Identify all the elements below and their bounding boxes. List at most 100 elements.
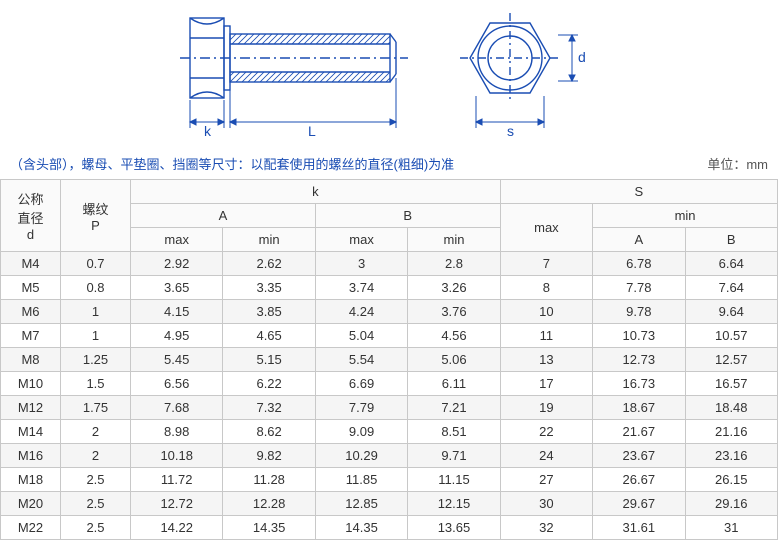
note-text: （含头部），螺母、平垫圈、挡圈等尺寸：以配套使用的螺丝的直径(粗细)为准: [10, 157, 454, 172]
cell-kB_min: 9.71: [408, 444, 500, 468]
cell-kA_min: 12.28: [223, 492, 315, 516]
cell-kB_max: 3: [315, 252, 407, 276]
cell-kB_max: 7.79: [315, 396, 407, 420]
cell-d: M22: [1, 516, 61, 540]
table-row: M16210.189.8210.299.712423.6723.16: [1, 444, 778, 468]
cell-kA_max: 6.56: [131, 372, 223, 396]
cell-kA_max: 4.15: [131, 300, 223, 324]
cell-kB_max: 3.74: [315, 276, 407, 300]
cell-SB_min: 29.16: [685, 492, 777, 516]
dim-d-label: d: [578, 49, 586, 65]
table-row: M101.56.566.226.696.111716.7316.57: [1, 372, 778, 396]
cell-d: M16: [1, 444, 61, 468]
cell-SA_min: 7.78: [593, 276, 685, 300]
cell-kA_min: 11.28: [223, 468, 315, 492]
cell-kA_min: 8.62: [223, 420, 315, 444]
cell-kA_max: 11.72: [131, 468, 223, 492]
cell-kA_min: 4.65: [223, 324, 315, 348]
unit-label: 单位：mm: [707, 154, 768, 173]
th-d: 公称 直径 d: [1, 180, 61, 252]
table-row: M202.512.7212.2812.8512.153029.6729.16: [1, 492, 778, 516]
cell-d: M14: [1, 420, 61, 444]
table-row: M182.511.7211.2811.8511.152726.6726.15: [1, 468, 778, 492]
cell-kB_min: 3.26: [408, 276, 500, 300]
cell-P: 0.7: [61, 252, 131, 276]
cell-S_max: 32: [500, 516, 592, 540]
table-row: M614.153.854.243.76109.789.64: [1, 300, 778, 324]
cell-kA_min: 3.85: [223, 300, 315, 324]
cell-kB_min: 8.51: [408, 420, 500, 444]
cell-SB_min: 23.16: [685, 444, 777, 468]
cell-kB_max: 12.85: [315, 492, 407, 516]
cell-SB_min: 21.16: [685, 420, 777, 444]
cell-kA_max: 10.18: [131, 444, 223, 468]
cell-SB_min: 26.15: [685, 468, 777, 492]
cell-P: 2.5: [61, 516, 131, 540]
cell-kB_max: 10.29: [315, 444, 407, 468]
th-k-A: A: [131, 204, 316, 228]
th-k: k: [131, 180, 501, 204]
th-P: 螺纹 P: [61, 180, 131, 252]
bolt-diagram: k L d s: [0, 0, 778, 150]
cell-SB_min: 10.57: [685, 324, 777, 348]
th-kA-max: max: [131, 228, 223, 252]
cell-S_max: 13: [500, 348, 592, 372]
cell-S_max: 8: [500, 276, 592, 300]
cell-d: M5: [1, 276, 61, 300]
cell-kB_min: 3.76: [408, 300, 500, 324]
cell-kA_max: 7.68: [131, 396, 223, 420]
cell-SA_min: 18.67: [593, 396, 685, 420]
cell-kB_min: 7.21: [408, 396, 500, 420]
cell-S_max: 27: [500, 468, 592, 492]
cell-SA_min: 9.78: [593, 300, 685, 324]
cell-kA_min: 2.62: [223, 252, 315, 276]
cell-SA_min: 31.61: [593, 516, 685, 540]
cell-kB_max: 5.54: [315, 348, 407, 372]
cell-d: M8: [1, 348, 61, 372]
cell-SA_min: 21.67: [593, 420, 685, 444]
cell-P: 1.25: [61, 348, 131, 372]
cell-S_max: 30: [500, 492, 592, 516]
cell-kA_max: 2.92: [131, 252, 223, 276]
table-row: M1428.988.629.098.512221.6721.16: [1, 420, 778, 444]
th-SminB: B: [685, 228, 777, 252]
cell-kB_max: 5.04: [315, 324, 407, 348]
cell-kA_min: 7.32: [223, 396, 315, 420]
table-row: M222.514.2214.3514.3513.653231.6131: [1, 516, 778, 540]
table-row: M50.83.653.353.743.2687.787.64: [1, 276, 778, 300]
cell-d: M6: [1, 300, 61, 324]
cell-S_max: 17: [500, 372, 592, 396]
th-kB-max: max: [315, 228, 407, 252]
cell-kA_max: 4.95: [131, 324, 223, 348]
cell-d: M10: [1, 372, 61, 396]
cell-kB_min: 5.06: [408, 348, 500, 372]
cell-d: M20: [1, 492, 61, 516]
cell-S_max: 24: [500, 444, 592, 468]
cell-SB_min: 16.57: [685, 372, 777, 396]
cell-S_max: 19: [500, 396, 592, 420]
cell-kA_max: 14.22: [131, 516, 223, 540]
th-S-min: min: [593, 204, 778, 228]
cell-P: 1.5: [61, 372, 131, 396]
th-kB-min: min: [408, 228, 500, 252]
cell-kA_min: 9.82: [223, 444, 315, 468]
cell-P: 2: [61, 444, 131, 468]
cell-kB_min: 6.11: [408, 372, 500, 396]
cell-d: M18: [1, 468, 61, 492]
table-row: M81.255.455.155.545.061312.7312.57: [1, 348, 778, 372]
table-row: M121.757.687.327.797.211918.6718.48: [1, 396, 778, 420]
cell-SA_min: 26.67: [593, 468, 685, 492]
cell-kA_min: 14.35: [223, 516, 315, 540]
cell-S_max: 7: [500, 252, 592, 276]
cell-kA_max: 8.98: [131, 420, 223, 444]
cell-P: 1: [61, 300, 131, 324]
dim-s-label: s: [507, 123, 514, 139]
cell-kA_min: 3.35: [223, 276, 315, 300]
cell-SB_min: 7.64: [685, 276, 777, 300]
table-row: M714.954.655.044.561110.7310.57: [1, 324, 778, 348]
cell-kA_max: 12.72: [131, 492, 223, 516]
cell-kA_max: 5.45: [131, 348, 223, 372]
cell-SB_min: 31: [685, 516, 777, 540]
cell-SA_min: 29.67: [593, 492, 685, 516]
cell-kA_max: 3.65: [131, 276, 223, 300]
